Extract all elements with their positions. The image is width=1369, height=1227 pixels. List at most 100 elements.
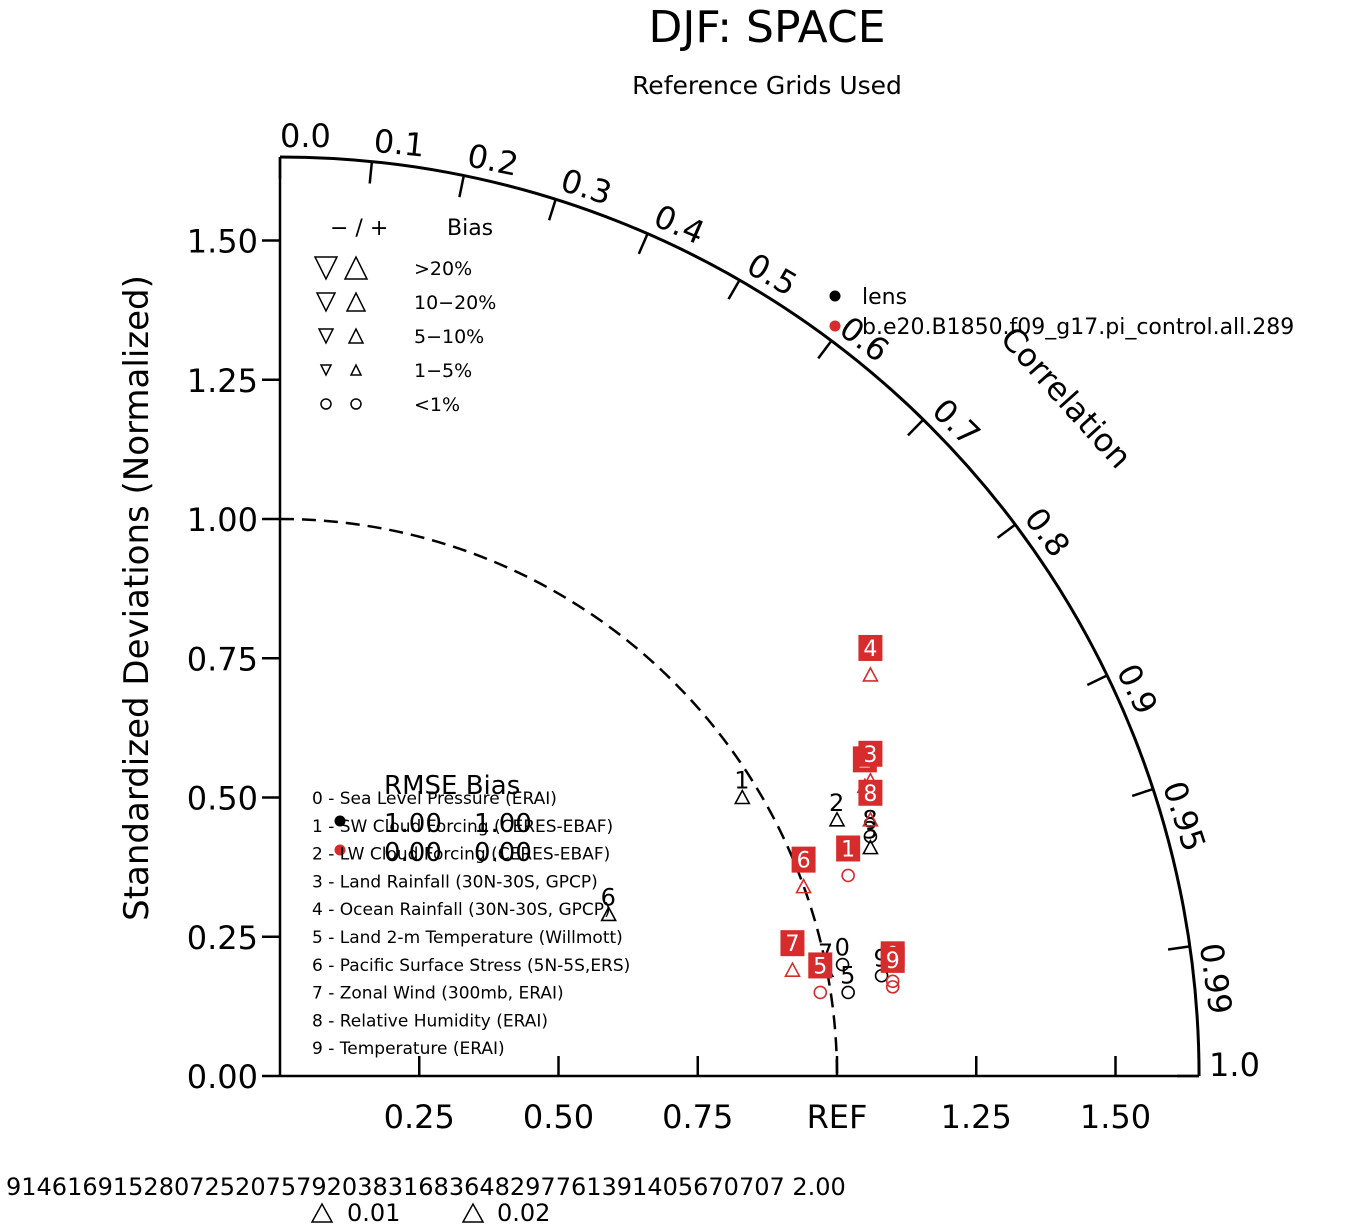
y-axis-label: Standardized Deviations (Normalized) <box>117 275 157 921</box>
correlation-label: Correlation <box>993 319 1139 476</box>
data-point-marker <box>863 829 878 844</box>
data-point-label-box <box>791 846 816 873</box>
y-tick-label: 1.50 <box>187 223 258 261</box>
data-point-marker <box>733 788 751 805</box>
data-point-label: 1 <box>734 767 749 795</box>
data-point-label: 5 <box>813 954 827 979</box>
reference-arc-dashed <box>279 517 839 1077</box>
bias-legend-rows: >20% 10−20% 5−10% 1−5% <1% <box>313 255 496 416</box>
variables-legend-item: 7 - Zonal Wind (300mb, ERAI) <box>312 984 564 1004</box>
correlation-tick <box>907 418 925 437</box>
data-point-marker <box>885 974 900 989</box>
data-points: 0123567890123456789 <box>600 634 905 1000</box>
rmse-bias-legend: RMSE Bias 1.00 1.00 0.00 0.00 <box>334 771 532 868</box>
data-point-label: 6 <box>797 849 811 874</box>
x-tick-label: 1.50 <box>1080 1098 1151 1136</box>
data-point-label-box <box>880 946 905 973</box>
x-tick-label: REF <box>807 1098 868 1136</box>
rmse-bias-marker-control <box>334 844 346 856</box>
data-point-marker <box>835 957 850 972</box>
case-legend: lens b.e20.B1850.f09_g17.pi_control.all.… <box>829 285 1294 340</box>
footer: 9146169152807252075792038316836482977613… <box>6 1173 846 1227</box>
y-tick-label: 1.00 <box>187 501 258 539</box>
correlation-tick-label: 0.0 <box>280 117 331 155</box>
y-tick-label: 0.25 <box>187 919 258 957</box>
x-tick-label: 0.25 <box>384 1098 455 1136</box>
x-tick-label: 1.25 <box>941 1098 1012 1136</box>
correlation-tick-label: 0.7 <box>925 391 988 454</box>
bias-legend-down-triangle <box>317 328 335 345</box>
data-point-label: 7 <box>785 932 799 957</box>
data-point-marker <box>841 985 855 1000</box>
bias-legend-label: 5−10% <box>414 326 484 348</box>
bias-legend-down-triangle <box>319 364 333 377</box>
bias-value-control: 0.00 <box>474 838 532 868</box>
data-point-label: 6 <box>601 883 616 911</box>
data-point-marker <box>828 811 846 827</box>
bias-legend-circle <box>350 398 362 410</box>
bias-legend-label: 1−5% <box>414 360 472 382</box>
correlation-tick-label: 0.99 <box>1192 941 1240 1017</box>
footer-triangle-icon-1 <box>310 1202 334 1223</box>
bias-legend-label: >20% <box>414 258 472 280</box>
variables-legend-item: 2 - LW Cloud Forcing (CERES-EBAF) <box>312 845 610 865</box>
data-point-label-box <box>858 740 883 767</box>
variables-legend-item: 4 - Ocean Rainfall (30N-30S, GPCP) <box>312 900 611 920</box>
data-point-label-box <box>808 952 833 979</box>
correlation-tick-label: 0.3 <box>556 161 616 213</box>
variables-legend-item: 8 - Relative Humidity (ERAI) <box>312 1011 548 1031</box>
reference-arc <box>279 517 839 1077</box>
correlation-tick-label: 0.9 <box>1109 658 1165 720</box>
data-point-label: 0 <box>835 934 850 962</box>
bias-legend-label: 10−20% <box>414 292 496 314</box>
data-point-label: 9 <box>886 949 900 974</box>
data-point-label: 4 <box>863 637 877 662</box>
variables-legend-item: 3 - Land Rainfall (30N-30S, GPCP) <box>312 872 598 892</box>
data-point-marker <box>862 666 879 682</box>
bias-legend-up-triangle <box>347 327 365 344</box>
data-point-label: 3 <box>863 743 877 768</box>
correlation-tick <box>996 523 1016 539</box>
correlation-tick-label: 0.5 <box>741 245 804 303</box>
data-point-marker <box>795 877 812 894</box>
rmse-bias-marker-lens <box>334 815 346 827</box>
variables-legend-item: 1 - SW Cloud Forcing (CERES-EBAF) <box>312 817 613 837</box>
chart-subtitle: Reference Grids Used <box>632 71 902 100</box>
data-point-label: 2 <box>829 789 844 817</box>
correlation-tick <box>817 340 833 360</box>
bias-legend-up-triangle <box>345 291 367 312</box>
variables-legend: 0 - Sea Level Pressure (ERAI) 1 - SW Clou… <box>312 789 630 1059</box>
data-point-marker <box>813 985 828 1000</box>
footer-triangle-icon-2 <box>461 1202 485 1223</box>
bias-legend: − / + Bias >20% 10−20% 5−10% 1−5% <1% <box>313 216 496 416</box>
rmse-value-lens: 1.00 <box>384 809 442 839</box>
bias-legend-up-triangle <box>343 255 369 280</box>
rmse-bias-header: RMSE Bias <box>384 771 520 801</box>
data-point-marker <box>600 905 617 922</box>
x-tick-label: 0.50 <box>523 1098 594 1136</box>
data-point-marker <box>784 961 801 977</box>
correlation-tick-label: 0.8 <box>1017 501 1078 565</box>
data-point-label: 1 <box>841 837 855 862</box>
data-point-label-box <box>836 835 861 862</box>
correlation-tick <box>1167 945 1191 951</box>
data-point-label-box <box>780 930 805 957</box>
correlation-tick <box>727 279 741 300</box>
data-point-marker <box>841 868 855 883</box>
y-tick-label: 0.00 <box>187 1058 258 1096</box>
footer-scale-2: 0.02 <box>497 1199 550 1227</box>
correlation-tick-label: 0.1 <box>372 122 426 165</box>
variables-legend-item: 9 - Temperature (ERAI) <box>312 1039 505 1059</box>
data-point-label-box <box>858 779 883 806</box>
bias-legend-down-triangle <box>313 256 339 281</box>
correlation-tick-label: 0.95 <box>1155 777 1213 857</box>
variables-legend-item: 5 - Land 2-m Temperature (Willmott) <box>312 928 623 948</box>
correlation-tick <box>1086 674 1108 687</box>
correlation-tick <box>547 198 557 221</box>
data-point-marker <box>862 838 879 855</box>
bias-legend-circle <box>320 398 332 410</box>
data-point-marker <box>885 980 900 994</box>
data-point-label: 5 <box>840 961 855 989</box>
correlation-tick <box>637 233 649 255</box>
